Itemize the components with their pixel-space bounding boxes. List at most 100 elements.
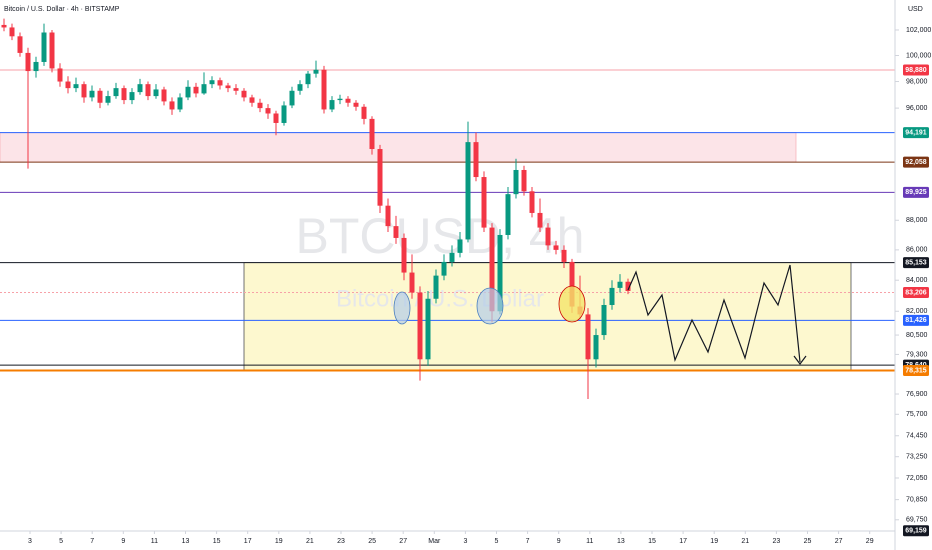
price-tag-label: 92,058	[905, 159, 927, 166]
x-tick-label: 27	[399, 538, 407, 545]
projection-arrow	[793, 355, 807, 365]
x-tick-label: 23	[337, 538, 345, 545]
candle-body	[265, 108, 271, 114]
candle-body	[617, 281, 623, 288]
x-tick-label: 11	[151, 538, 158, 545]
candle-body	[481, 177, 487, 228]
candle-body	[241, 90, 247, 98]
zone	[243, 262, 852, 371]
candle-body	[177, 97, 183, 110]
candle-body	[337, 98, 343, 101]
candle-body	[169, 101, 175, 110]
candle-body	[129, 92, 135, 101]
candle-body	[9, 27, 15, 37]
price-tag-label: 89,925	[905, 189, 927, 196]
x-tick-label: 11	[586, 538, 593, 545]
candle-body	[457, 239, 463, 253]
price-tag	[903, 186, 929, 198]
y-tick-label: 79,300	[906, 351, 928, 358]
candle-body	[321, 69, 327, 110]
candle-body	[113, 88, 119, 97]
x-tick-label: 9	[557, 538, 561, 545]
x-tick-label: 13	[182, 538, 190, 545]
x-tick-label: Mar	[428, 538, 441, 545]
y-tick-label: 86,000	[906, 247, 928, 254]
candle-body	[537, 212, 543, 228]
x-tick-label: 25	[368, 538, 376, 545]
x-tick-label: 3	[28, 538, 32, 545]
x-tick-label: 3	[463, 538, 467, 545]
levels	[0, 69, 895, 372]
candle-body	[313, 69, 319, 74]
price-tag-label: 69,159	[905, 528, 927, 535]
candle-body	[521, 169, 527, 192]
y-tick-label: 88,000	[906, 217, 928, 224]
candle-body	[249, 97, 255, 103]
candle-body	[529, 191, 535, 213]
x-tick-label: 15	[213, 538, 221, 545]
candle-body	[209, 80, 215, 85]
candle-body	[273, 113, 279, 123]
y-tick-label: 72,050	[906, 475, 928, 482]
x-tick-label: 19	[275, 538, 283, 545]
highlight	[558, 285, 586, 323]
price-tag-label: 85,153	[905, 259, 927, 266]
price-tag	[903, 314, 929, 326]
price-tag	[903, 257, 929, 269]
y-tick-label: 98,000	[906, 78, 928, 85]
candle-body	[473, 142, 479, 178]
price-tag	[903, 156, 929, 168]
x-tick-label: 21	[741, 538, 749, 545]
candle-body	[305, 73, 311, 85]
candle-body	[257, 102, 263, 109]
x-tick-label: 29	[866, 538, 874, 545]
candle-body	[441, 261, 447, 276]
candle-body	[89, 90, 95, 98]
candle-body	[97, 90, 103, 103]
x-tick-label: 5	[59, 538, 63, 545]
y-tick-label: 80,500	[906, 332, 928, 339]
candle-body	[593, 335, 599, 360]
candle-body	[425, 298, 431, 360]
candle-body	[449, 252, 455, 262]
candle-body	[185, 86, 191, 98]
y-tick-label: 75,700	[906, 411, 928, 418]
x-tick-label: 25	[804, 538, 812, 545]
x-tick-label: 9	[121, 538, 125, 545]
candle-body	[393, 226, 399, 238]
candle-body	[73, 84, 79, 89]
candle-body	[81, 84, 87, 98]
candle-body	[33, 61, 39, 72]
candle-body	[433, 275, 439, 299]
x-tick-label: 17	[244, 538, 252, 545]
candle-body	[57, 68, 63, 82]
candle-body	[401, 237, 407, 273]
candle-body	[329, 100, 335, 110]
candle-body	[137, 84, 143, 93]
candle-body	[353, 102, 359, 107]
x-tick-label: 19	[710, 538, 718, 545]
candle-body	[561, 249, 567, 262]
price-tag	[903, 127, 929, 139]
candle-body	[545, 227, 551, 246]
y-tick-label: 73,250	[906, 454, 928, 461]
candle-body	[625, 281, 631, 291]
candle-body	[289, 90, 295, 106]
candle-body	[233, 88, 239, 91]
candle-body	[161, 89, 167, 102]
price-tag	[903, 525, 929, 537]
y-tick-label: 74,450	[906, 433, 928, 440]
candle-body	[385, 205, 391, 227]
candle-body	[361, 106, 367, 119]
candle-body	[505, 194, 511, 235]
candle-body	[601, 304, 607, 336]
price-tag-label: 94,191	[905, 129, 927, 136]
candle-body	[377, 149, 383, 206]
candle-body	[465, 142, 471, 240]
price-tag-label: 81,426	[905, 317, 927, 324]
x-tick-label: 7	[526, 538, 530, 545]
price-tag-label: 98,880	[905, 67, 927, 74]
candle-body	[17, 36, 23, 53]
y-tick-label: 102,000	[906, 27, 931, 34]
